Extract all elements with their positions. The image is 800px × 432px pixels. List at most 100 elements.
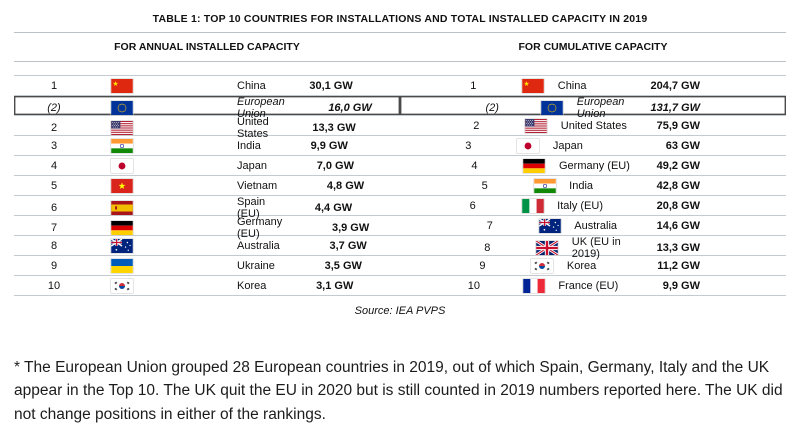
value-label: 4,4 GW: [314, 202, 353, 214]
value-label: 7,0 GW: [316, 159, 354, 172]
rank-label: 5: [50, 179, 58, 192]
rank-label: 1: [470, 79, 477, 92]
table-row: 3 Japan 63 GW: [375, 136, 786, 156]
table-row-pair: 8 Australia 3,7 GW 8 UK (EU in 2019) 13,3 GW: [14, 236, 786, 260]
table-row: 10 Korea 3,1 GW: [14, 276, 382, 296]
rank-label: 5: [481, 179, 488, 192]
country-label: Australia: [237, 239, 280, 252]
table-row-pair: (2) European Union 16,0 GW (2) European Unio…: [14, 96, 786, 120]
cumulative-capacity-header: FOR CUMULATIVE CAPACITY: [518, 41, 668, 53]
rank-label: 8: [484, 242, 491, 254]
flag-india-icon: [94, 138, 149, 153]
table-row: (2) European Union 131,7 GW: [399, 96, 786, 120]
annual-capacity-header: FOR ANNUAL INSTALLED CAPACITY: [114, 41, 300, 53]
rank-label: 2: [473, 119, 480, 132]
flag-vietnam-icon: [94, 178, 149, 193]
value-label: 3,7 GW: [329, 239, 367, 252]
table-row: 1 China 204,7 GW: [380, 76, 786, 96]
flag-korea-icon: [520, 258, 565, 273]
table-row-pair: 7 Germany (EU) 3,9 GW 7 Australia 14,6 GW: [14, 216, 786, 240]
country-label: France (EU): [558, 279, 619, 292]
country-label: China: [557, 79, 587, 92]
flag-china-icon: [94, 78, 149, 93]
country-label: Australia: [574, 219, 618, 232]
rank-label: 6: [469, 199, 476, 212]
footnote-text: * The European Union grouped 28 European…: [14, 359, 783, 423]
flag-uk-icon: [525, 241, 570, 255]
value-label: 3,9 GW: [331, 222, 370, 234]
table-row: 8 UK (EU in 2019) 13,3 GW: [394, 236, 786, 260]
value-label: 30,1 GW: [309, 79, 353, 92]
country-label: Germany (EU): [237, 216, 283, 240]
rank-label: 9: [479, 259, 486, 272]
value-label: 9,9 GW: [310, 139, 348, 152]
capacity-table: TABLE 1: TOP 10 COUNTRIES FOR INSTALLATI…: [14, 6, 786, 326]
country-label: India: [569, 179, 594, 192]
flag-usa-icon: [514, 118, 559, 133]
rank-label: 2: [50, 122, 58, 134]
table-body: 1 China 30,1 GW 1 China 204,7 GW (2) European U…: [14, 75, 786, 296]
value-label: 9,9 GW: [662, 279, 700, 292]
table-row: 4 Germany (EU) 49,2 GW: [381, 156, 786, 176]
flag-france-icon: [511, 278, 556, 293]
country-label: Vietnam: [237, 179, 278, 192]
table-row: 2 United States 13,3 GW: [14, 116, 384, 140]
country-label: Korea: [237, 279, 267, 292]
rank-label: 10: [47, 279, 61, 292]
table-row-pair: 4 Japan 7,0 GW 4 Germany (EU) 49,2 GW: [14, 156, 786, 176]
flag-eu-icon: [94, 101, 149, 115]
country-label: European Union: [576, 96, 625, 120]
value-label: 75,9 GW: [656, 119, 700, 132]
rank-label: 1: [50, 79, 58, 92]
rank-label: 4: [50, 159, 58, 172]
value-label: 3,5 GW: [324, 259, 362, 272]
flag-eu-icon: [530, 101, 575, 115]
value-label: 20,8 GW: [656, 199, 700, 212]
table-row: 9 Ukraine 3,5 GW: [14, 256, 390, 276]
rank-label: 7: [50, 222, 58, 234]
table-row-pair: 9 Ukraine 3,5 GW 9 Korea 11,2 GW: [14, 256, 786, 276]
value-label: 204,7 GW: [650, 79, 700, 92]
country-label: Korea: [566, 259, 597, 272]
table-row: 5 India 42,8 GW: [392, 176, 786, 196]
country-label: United States: [560, 119, 627, 132]
table-row: 4 Japan 7,0 GW: [14, 156, 382, 176]
country-label: Ukraine: [237, 259, 275, 272]
flag-australia-icon: [94, 238, 149, 253]
table-row: 9 Korea 11,2 GW: [389, 256, 786, 276]
flag-usa-icon: [94, 121, 149, 135]
table-row: 8 Australia 3,7 GW: [14, 236, 395, 256]
table-row: 1 China 30,1 GW: [14, 76, 381, 96]
column-headers: FOR ANNUAL INSTALLED CAPACITY FOR CUMULA…: [14, 33, 786, 62]
value-label: 42,8 GW: [656, 179, 700, 192]
table-row-pair: 10 Korea 3,1 GW 10 France (EU) 9,9 GW: [14, 276, 786, 296]
table-row-pair: 3 India 9,9 GW 3 Japan 63 GW: [14, 136, 786, 156]
rank-label: (2): [47, 102, 61, 114]
rank-label: 8: [50, 239, 58, 252]
value-label: 13,3 GW: [312, 122, 356, 134]
flag-china-icon: [511, 78, 556, 93]
country-label: UK (EU in 2019): [571, 236, 621, 260]
rank-label: 7: [486, 219, 493, 232]
value-label: 14,6 GW: [656, 219, 700, 232]
table-row-pair: 5 Vietnam 4,8 GW 5 India 42,8 GW: [14, 176, 786, 196]
table-row: 7 Germany (EU) 3,9 GW: [14, 216, 398, 240]
flag-ukraine-icon: [94, 258, 149, 273]
flag-japan-icon: [506, 138, 551, 153]
flag-spain-icon: [94, 201, 149, 215]
flag-italy-icon: [510, 198, 555, 213]
rank-label: 4: [471, 159, 478, 172]
table-title: TABLE 1: TOP 10 COUNTRIES FOR INSTALLATI…: [14, 6, 786, 33]
value-label: 16,0 GW: [328, 102, 372, 114]
table-row-pair: 1 China 30,1 GW 1 China 204,7 GW: [14, 76, 786, 96]
rank-label: 3: [50, 139, 58, 152]
country-label: India: [237, 139, 261, 152]
table-row: 7 Australia 14,6 GW: [397, 216, 786, 236]
rank-label: 9: [50, 259, 58, 272]
table-row: 6 Spain (EU) 4,4 GW: [14, 196, 381, 220]
rank-label: 3: [465, 139, 472, 152]
source-caption: Source: IEA PVPS: [354, 305, 446, 317]
flag-india-icon: [522, 178, 567, 193]
value-label: 3,1 GW: [316, 279, 354, 292]
rank-label: 10: [467, 279, 480, 292]
